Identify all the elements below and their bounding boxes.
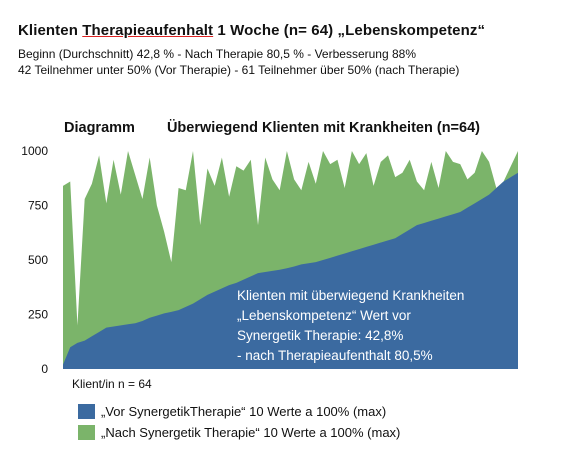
y-tick-label: 500 [28,253,48,267]
legend-label-after: „Nach Synergetik Therapie“ 10 Werte a 10… [101,425,401,440]
chart-annotation: Klienten mit überwiegend Krankheiten „Le… [237,286,537,366]
header: Klienten Therapieaufenhalt 1 Woche (n= 6… [18,22,558,78]
legend-swatch-before [78,404,95,419]
chart-headline-left: Diagramm [64,120,135,136]
legend: „Vor SynergetikTherapie“ 10 Werte a 100%… [78,401,400,443]
summary-line-1: Beginn (Durchschnitt) 42,8 % - Nach Ther… [18,47,416,61]
title-part2: Therapieaufenhalt [82,22,214,39]
chart-headline: Diagramm Überwiegend Klienten mit Krankh… [64,120,544,136]
y-tick-label: 1000 [21,144,48,158]
annotation-line-4: - nach Therapieaufenthalt 80,5% [237,348,433,363]
title-part3: 1 Woche (n= 64) „Lebenskompetenz“ [213,22,486,39]
page-title: Klienten Therapieaufenhalt 1 Woche (n= 6… [18,22,558,39]
legend-swatch-after [78,425,95,440]
chart-title: Überwiegend Klienten mit Krankheiten (n=… [166,120,480,136]
summary-line-2: 42 Teilnehmer unter 50% (Vor Therapie) -… [18,63,460,77]
legend-item-before: „Vor SynergetikTherapie“ 10 Werte a 100%… [78,401,400,422]
legend-item-after: „Nach Synergetik Therapie“ 10 Werte a 10… [78,422,400,443]
x-axis-note: Klient/in n = 64 [72,377,152,391]
y-tick-label: 750 [28,199,48,213]
annotation-line-1: Klienten mit überwiegend Krankheiten [237,288,465,303]
title-part1: Klienten [18,22,83,39]
annotation-line-3: Synergetik Therapie: 42,8% [237,328,404,343]
series-before-area [63,172,518,369]
annotation-line-2: „Lebenskompetenz“ Wert vor [237,308,411,323]
y-tick-label: 0 [41,362,48,376]
legend-label-before: „Vor SynergetikTherapie“ 10 Werte a 100%… [101,404,387,419]
y-tick-label: 250 [28,308,48,322]
